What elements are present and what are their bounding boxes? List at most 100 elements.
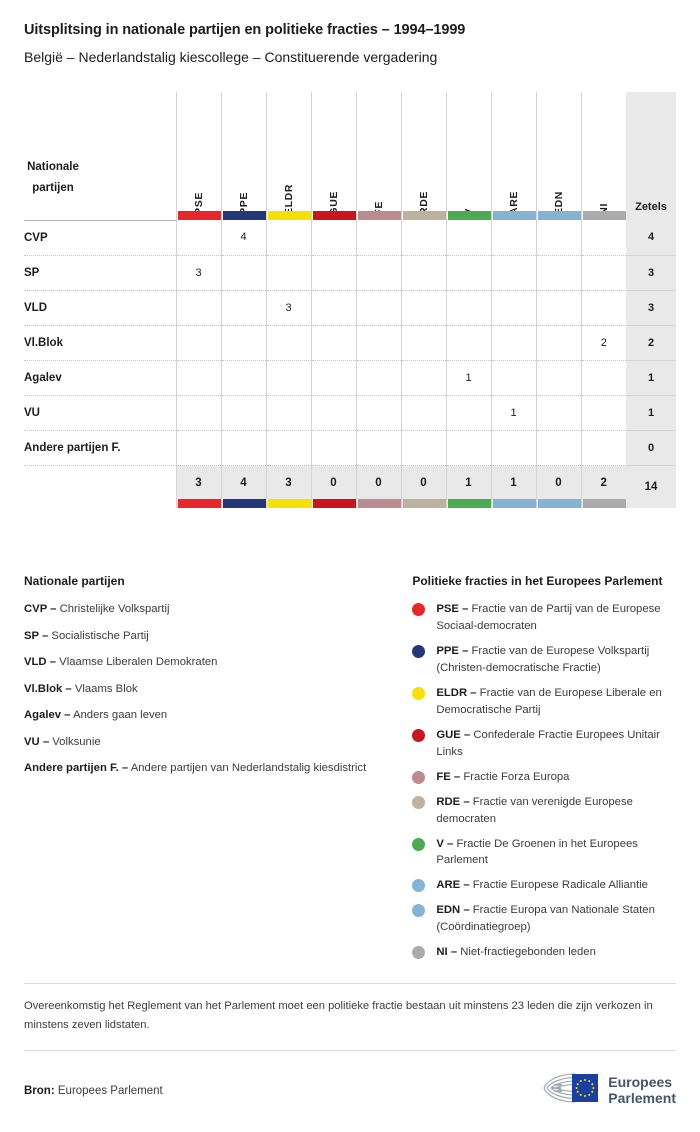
seat-cell-ppe bbox=[220, 255, 266, 291]
group-color-swatch bbox=[312, 211, 356, 221]
group-color-dot-icon bbox=[412, 837, 426, 851]
legend-national-title: Nationale partijen bbox=[24, 574, 125, 589]
group-color-dot-icon bbox=[412, 904, 426, 918]
group-column-header-pse: PSE bbox=[175, 92, 221, 221]
group-column-header-fe: FE bbox=[355, 92, 401, 221]
group-color-swatch bbox=[447, 211, 491, 221]
column-total-value: 1 bbox=[510, 476, 517, 489]
seat-cell-ppe: 4 bbox=[220, 220, 266, 256]
seat-cell-eldr bbox=[265, 255, 311, 291]
column-total-value: 3 bbox=[285, 476, 292, 489]
source-value: Europees Parlement bbox=[57, 1084, 163, 1097]
legend-name: Socialistische Partij bbox=[48, 629, 149, 642]
legend-text: PSE – Fractie van de Partij van de Europ… bbox=[436, 601, 676, 635]
group-code-label: ARE bbox=[507, 191, 520, 216]
legend-abbr: PSE – bbox=[436, 603, 469, 616]
seat-matrix-container: Nationale partijen PSE PPE ELDR GUE FE RDE V AR… bbox=[0, 92, 700, 509]
legend-abbr: VU – bbox=[24, 735, 50, 748]
seat-cell-ppe bbox=[220, 360, 266, 396]
group-color-dot-icon bbox=[412, 645, 426, 659]
group-code-label: ELDR bbox=[282, 184, 295, 216]
page-title: Uitsplitsing in nationale partijen en po… bbox=[24, 22, 466, 38]
legend-groups-list: PSE – Fractie van de Partij van de Europ… bbox=[412, 601, 676, 961]
seat-cell-v bbox=[445, 395, 491, 431]
group-column-header-ni: NI bbox=[580, 92, 626, 221]
seat-cell-fe bbox=[355, 395, 401, 431]
seat-cell-are bbox=[490, 325, 536, 361]
page-footer: Overeenkomstig het Reglement van het Par… bbox=[24, 982, 676, 1132]
table-row: Vl.Blok 2 2 bbox=[24, 325, 676, 361]
footer-bottom-bar: Bron: Europees Parlement bbox=[24, 1051, 676, 1132]
table-row: VU 1 1 bbox=[24, 395, 676, 431]
table-row: VLD 3 3 bbox=[24, 290, 676, 326]
seat-cell-ni bbox=[580, 430, 626, 466]
party-name-cell: CVP bbox=[24, 220, 176, 256]
legend-text: NI – Niet-fractiegebonden leden bbox=[436, 944, 596, 961]
seat-cell-fe bbox=[355, 360, 401, 396]
seat-cell-gue bbox=[310, 325, 356, 361]
group-column-header-are: ARE bbox=[490, 92, 536, 221]
seat-cell-gue bbox=[310, 255, 356, 291]
group-code-label: V bbox=[463, 180, 475, 216]
seat-cell-ni bbox=[580, 255, 626, 291]
party-name-cell: VLD bbox=[24, 290, 176, 326]
footer-divider-top bbox=[24, 982, 676, 984]
total-column-header: Zetels bbox=[626, 92, 676, 221]
grand-total-cell: 14 bbox=[626, 465, 676, 509]
seat-cell-eldr: 3 bbox=[265, 290, 311, 326]
legend-name: Volksunie bbox=[49, 735, 101, 748]
list-item: FE – Fractie Forza Europa bbox=[412, 769, 676, 786]
group-code-label: RDE bbox=[417, 191, 430, 216]
row-total-cell: 0 bbox=[626, 430, 676, 466]
list-item: CVP – Christelijke Volkspartij bbox=[24, 601, 392, 619]
seat-cell-rde bbox=[400, 395, 446, 431]
seat-cell-gue bbox=[310, 395, 356, 431]
legend-abbr: ARE – bbox=[436, 879, 470, 892]
group-color-swatch bbox=[492, 211, 536, 221]
column-total-value: 0 bbox=[330, 476, 337, 489]
ep-logo-line1: Europees bbox=[608, 1073, 673, 1090]
seat-cell-eldr bbox=[265, 430, 311, 466]
seat-cell-ppe bbox=[220, 430, 266, 466]
legend-abbr: Andere partijen F. – bbox=[24, 762, 129, 775]
totals-row: 3 4 3 0 0 0 1 1 0 2 14 bbox=[24, 465, 676, 509]
column-total-value: 0 bbox=[420, 476, 427, 489]
seat-cell-fe bbox=[355, 255, 401, 291]
legend-abbr: FE – bbox=[436, 770, 461, 783]
seat-cell-gue bbox=[310, 290, 356, 326]
row-total-cell: 1 bbox=[626, 395, 676, 431]
column-total-gue: 0 bbox=[310, 465, 356, 509]
group-color-swatch bbox=[537, 211, 581, 221]
list-item: Andere partijen F. – Andere partijen van… bbox=[24, 760, 392, 778]
legend-political-groups: Politieke fracties in het Europees Parle… bbox=[412, 574, 676, 969]
seat-cell-edn bbox=[535, 395, 581, 431]
column-total-value: 3 bbox=[195, 476, 202, 489]
ep-emblem-icon bbox=[542, 1071, 600, 1110]
legend-abbr: Vl.Blok – bbox=[24, 682, 72, 695]
party-name-cell: VU bbox=[24, 395, 176, 431]
group-color-dot-icon bbox=[412, 946, 426, 960]
seat-cell-rde bbox=[400, 255, 446, 291]
legend-text: RDE – Fractie van verenigde Europese dem… bbox=[436, 794, 676, 828]
list-item: GUE – Confederale Fractie Europees Unita… bbox=[412, 727, 676, 761]
list-item: VU – Volksunie bbox=[24, 734, 392, 752]
seat-cell-v bbox=[445, 220, 491, 256]
seat-cell-edn bbox=[535, 255, 581, 291]
legend-name: Fractie van de Partij van de Europese So… bbox=[436, 603, 661, 633]
party-name-cell: Agalev bbox=[24, 360, 176, 396]
legend-text: V – Fractie De Groenen in het Europees P… bbox=[436, 836, 676, 870]
group-color-swatch bbox=[357, 499, 401, 509]
group-column-header-v: V bbox=[445, 92, 491, 221]
column-total-pse: 3 bbox=[175, 465, 221, 509]
list-item: VLD – Vlaamse Liberalen Demokraten bbox=[24, 654, 392, 672]
list-item: RDE – Fractie van verenigde Europese dem… bbox=[412, 794, 676, 828]
seat-cell-fe bbox=[355, 220, 401, 256]
legend-abbr: EDN – bbox=[436, 904, 470, 917]
legend-name: Fractie Europese Radicale Alliantie bbox=[469, 879, 648, 892]
source-label: Bron: bbox=[24, 1084, 55, 1097]
legend-name: Andere partijen van Nederlandstalig kies… bbox=[128, 762, 367, 775]
column-total-value: 1 bbox=[465, 476, 472, 489]
seat-cell-v: 1 bbox=[445, 360, 491, 396]
legend-name: Fractie Europa van Nationale Staten (Coö… bbox=[436, 904, 655, 934]
legend-text: ELDR – Fractie van de Europese Liberale … bbox=[436, 685, 676, 719]
